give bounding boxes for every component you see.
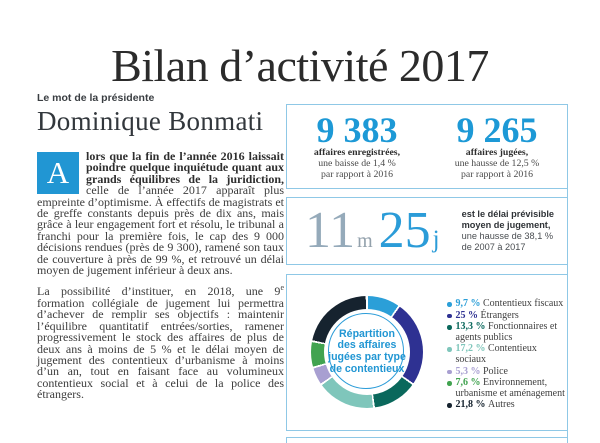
legend-label: Contentieux fiscaux <box>483 298 564 309</box>
legend-text: 17,2 % Contentieux sociaux <box>456 344 570 365</box>
stat-registered-label: affaires enregistrées, <box>313 147 401 158</box>
legend-percent: 25 % <box>455 309 481 321</box>
donut-center-title: Répartition des affaires jugées par type… <box>311 296 423 408</box>
president-word-column: Le mot de la présidente Dominique Bonmat… <box>37 92 284 411</box>
legend-item: 17,2 % Contentieux sociaux <box>447 344 569 365</box>
paragraph-2-end: formation collégiale de jugement lui per… <box>37 295 284 402</box>
legend-label: Environnement, urbanisme et aménagement <box>455 377 565 399</box>
delay-caption-line1: est le délai prévisible <box>461 209 555 220</box>
next-section-box <box>286 437 568 443</box>
donut-center-line: jugées par type <box>328 351 406 363</box>
donut-inner-circle <box>328 313 404 389</box>
legend-text: 25 % Étrangers <box>455 309 570 322</box>
stat-registered-cases: 9 383 affaires enregistrées, une baisse … <box>287 105 427 188</box>
legend-text: 7,6 % Environnement, urbanisme et aménag… <box>455 377 570 399</box>
legend-item: 7,6 % Environnement, urbanisme et aménag… <box>447 377 570 399</box>
paragraph-1-rest: celle de l’année 2017 apparaît plus empr… <box>37 183 284 278</box>
legend-text: 21,8 % Autres <box>456 400 570 411</box>
legend-item: 13,3 % Fonctionnaires et agents publics <box>447 321 570 343</box>
ordinal-superscript: e <box>280 283 284 293</box>
stat-judged-value: 9 265 <box>456 110 538 150</box>
delay-months-value: 11 <box>305 202 356 259</box>
chart-box: Répartition des affaires jugées par type… <box>286 274 568 431</box>
legend-item: 25 % Étrangers <box>447 309 570 322</box>
page-title: Bilan d’activité 2017 <box>111 39 489 91</box>
delay-caption-line3: une hausse de 38,1 % <box>461 231 554 241</box>
stat-judged-ref: par rapport à 2016 <box>460 169 534 180</box>
stat-judged-cases: 9 265 affaires jugées, une hausse de 12,… <box>427 105 567 188</box>
key-figures-box: 9 383 affaires enregistrées, une baisse … <box>286 104 568 189</box>
paragraph-1-lead: lors que la fin de l’année 2016 laissait… <box>86 149 284 186</box>
legend-bullet-icon <box>447 369 452 375</box>
legend-label: Étrangers <box>480 309 519 321</box>
delay-caption-line4: de 2007 à 2017 <box>461 241 526 252</box>
legend-bullet-icon <box>447 381 452 386</box>
delay-caption: est le délai prévisible moyen de jugemen… <box>462 209 554 252</box>
legend-bullet-icon <box>447 347 452 352</box>
stat-registered-ref: par rapport à 2016 <box>320 169 394 180</box>
delay-days-value: 25 <box>378 202 431 259</box>
stat-judged-label: affaires jugées, <box>465 147 529 158</box>
donut-center-line: des affaires <box>337 339 397 352</box>
legend-percent: 17,2 % <box>455 343 488 355</box>
legend-bullet-icon <box>447 302 452 307</box>
right-column-rule <box>567 104 568 443</box>
delay-box: 11 m 25 j est le délai prévisible moyen … <box>286 197 568 265</box>
paragraph-2: La possibilité d’instituer, en 2018, une… <box>37 283 284 402</box>
paragraph-2-start: La possibilité d’instituer, en 2018, une… <box>37 284 281 299</box>
stat-registered-delta: une baisse de 1,4 % <box>318 158 396 169</box>
legend-bullet-icon <box>447 325 452 330</box>
legend-label: Police <box>483 365 508 377</box>
donut-chart: Répartition des affaires jugées par type… <box>311 296 423 408</box>
legend-label: Fonctionnaires et agents publics <box>455 321 558 343</box>
chart-legend: 9,7 % Contentieux fiscaux 25 % Étrangers 1… <box>447 298 570 412</box>
stat-registered-value: 9 383 <box>316 110 398 150</box>
delay-months-unit: m <box>357 230 373 252</box>
author-name: Dominique Bonmati <box>37 106 264 136</box>
legend-text: 9,7 % Contentieux fiscaux <box>455 298 570 310</box>
section-kicker: Le mot de la présidente <box>37 92 155 104</box>
legend-percent: 7,6 % <box>455 377 483 389</box>
legend-item: 5,3 % Police <box>447 365 570 378</box>
delay-caption-line2: moyen de jugement, <box>461 220 551 231</box>
legend-label: Contentieux sociaux <box>455 343 537 365</box>
legend-bullet-icon <box>447 403 452 408</box>
stat-judged-delta: une hausse de 12,5 % <box>454 158 540 169</box>
dropcap-letter: A <box>37 152 79 194</box>
legend-label: Autres <box>488 399 515 411</box>
legend-bullet-icon <box>447 313 452 319</box>
legend-text: 13,3 % Fonctionnaires et agents publics <box>455 321 570 343</box>
legend-percent: 21,8 % <box>455 399 488 411</box>
legend-item: 9,7 % Contentieux fiscaux <box>447 298 570 310</box>
legend-text: 5,3 % Police <box>455 365 570 378</box>
legend-percent: 13,3 % <box>455 321 488 333</box>
delay-days-unit: j <box>432 226 440 253</box>
donut-center-line: de contentieux <box>329 362 405 375</box>
legend-item: 21,8 % Autres <box>447 400 569 411</box>
delay-figure: 11 m 25 j <box>305 205 440 257</box>
legend-percent: 5,3 % <box>455 365 483 377</box>
legend-percent: 9,7 % <box>455 298 483 309</box>
donut-center-line: Répartition <box>339 327 395 340</box>
